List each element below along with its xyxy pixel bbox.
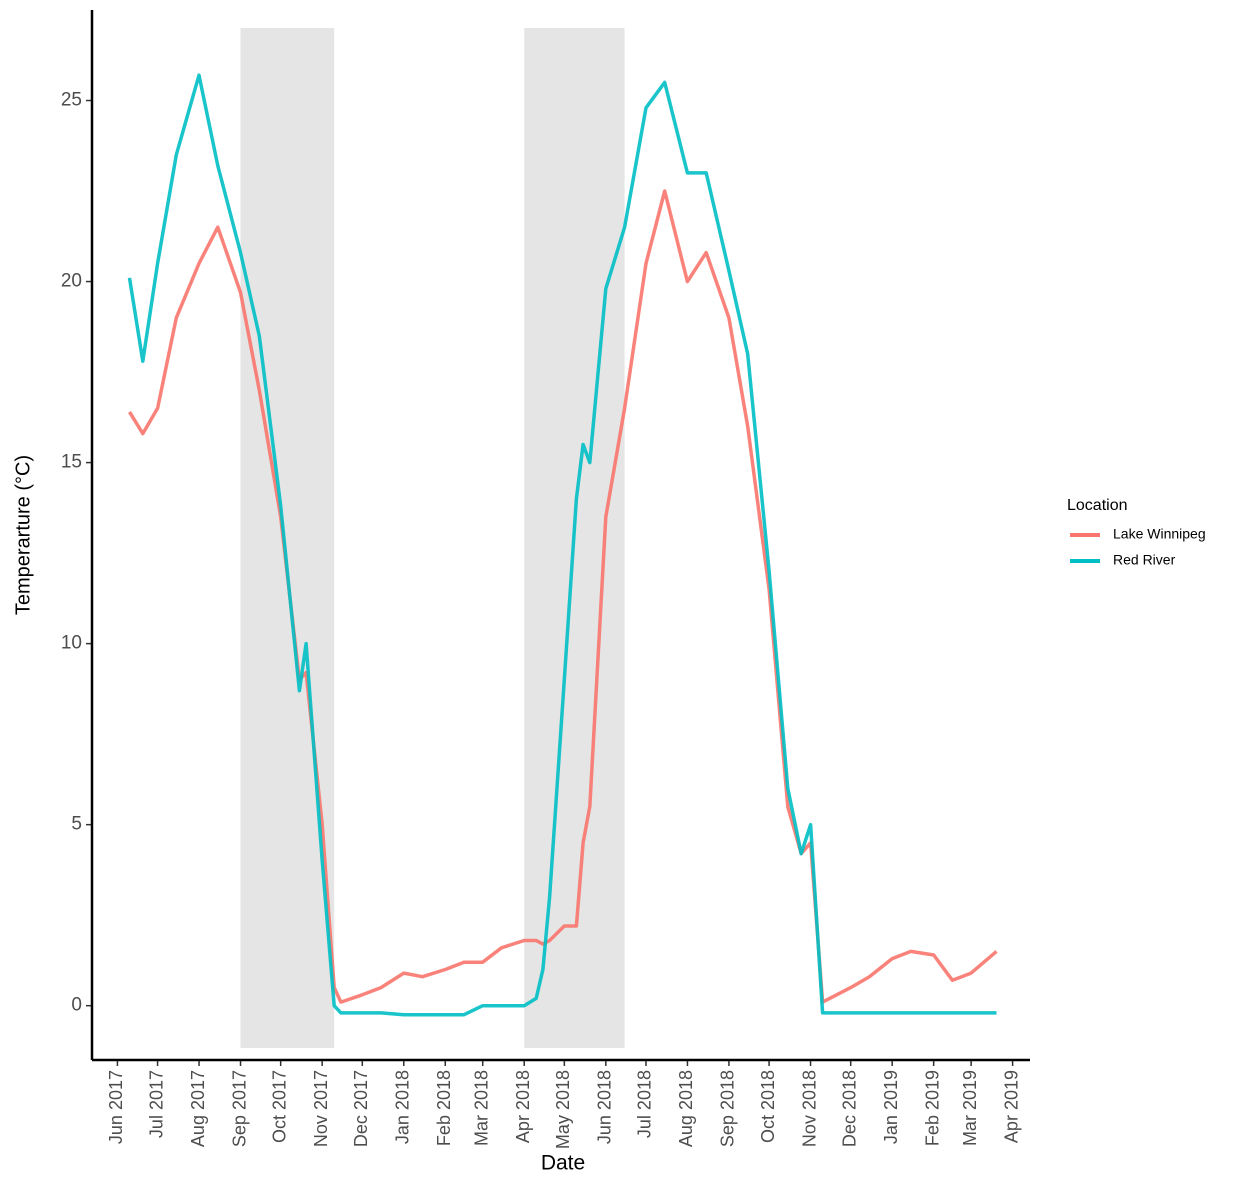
x-tick-label: Nov 2017 [311, 1070, 331, 1147]
y-tick-label: 0 [71, 995, 82, 1016]
legend-label: Red River [1113, 552, 1176, 568]
legend-title: Location [1067, 497, 1128, 514]
x-tick-label: Oct 2018 [758, 1070, 778, 1143]
x-tick-label: Oct 2017 [269, 1070, 289, 1143]
x-tick-label: Jul 2018 [635, 1070, 655, 1138]
x-tick-label: Jan 2019 [881, 1070, 901, 1144]
x-tick-label: Nov 2018 [799, 1070, 819, 1147]
x-tick-label: Sep 2018 [718, 1070, 738, 1147]
y-tick-label: 5 [71, 814, 82, 835]
x-tick-label: Dec 2018 [839, 1070, 859, 1147]
x-tick-label: Jun 2018 [595, 1070, 615, 1144]
legend-label: Lake Winnipeg [1113, 526, 1206, 542]
x-tick-label: Feb 2019 [922, 1070, 942, 1146]
x-tick-label: Aug 2017 [188, 1070, 208, 1147]
x-tick-label: Dec 2017 [351, 1070, 371, 1147]
y-tick-label: 20 [61, 271, 82, 292]
x-tick-label: Jul 2017 [146, 1070, 166, 1138]
x-tick-label: Mar 2018 [471, 1070, 491, 1146]
y-tick-label: 10 [61, 633, 82, 654]
x-tick-label: Apr 2019 [1001, 1070, 1021, 1143]
x-tick-label: Jan 2018 [393, 1070, 413, 1144]
y-tick-label: 15 [61, 452, 82, 473]
x-tick-label: Apr 2018 [513, 1070, 533, 1143]
shaded-period [240, 28, 335, 1048]
x-tick-label: Aug 2018 [676, 1070, 696, 1147]
x-tick-label: Feb 2018 [434, 1070, 454, 1146]
series-line [127, 73, 997, 1017]
x-tick-label: May 2018 [553, 1070, 573, 1149]
x-tick-label: Sep 2017 [229, 1070, 249, 1147]
x-axis-label: Date [541, 1152, 585, 1175]
x-tick-label: Jun 2017 [106, 1070, 126, 1144]
x-tick-label: Mar 2019 [960, 1070, 980, 1146]
y-tick-label: 25 [61, 90, 82, 111]
y-axis-label: Temperarture (°C) [12, 455, 34, 615]
